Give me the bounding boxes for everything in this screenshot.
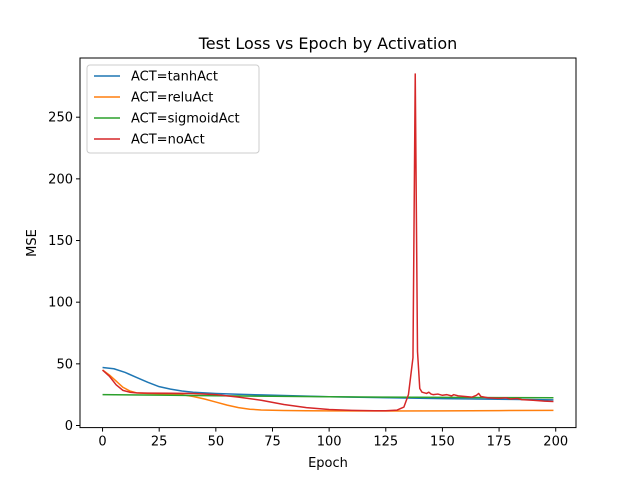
plot-frame (79, 57, 577, 429)
series-line-3 (102, 73, 554, 412)
legend-label-2: ACT=sigmoidAct (131, 112, 240, 127)
x-tick-label: 100 (317, 435, 342, 450)
series-line-0 (102, 366, 554, 401)
x-tick-label: 50 (208, 435, 225, 450)
y-axis-label: MSE (25, 229, 40, 257)
y-axis: 0 50 100 150 200 250 (48, 111, 80, 434)
x-tick-label: 200 (543, 435, 568, 450)
legend-box (86, 64, 260, 154)
x-axis-label: Epoch (308, 456, 348, 471)
legend-label-3: ACT=noAct (131, 133, 205, 148)
legend-label-1: ACT=reluAct (131, 91, 213, 106)
x-axis: 0 25 50 75 100 125 150 175 200 (98, 427, 568, 450)
y-tick-label: 0 (65, 419, 73, 434)
y-tick-label: 150 (48, 234, 73, 249)
y-tick-label: 200 (48, 172, 73, 187)
y-tick-label: 250 (48, 111, 73, 126)
x-tick-label: 75 (264, 435, 281, 450)
legend-label-0: ACT=tanhAct (131, 70, 218, 85)
x-tick-label: 25 (151, 435, 168, 450)
y-tick-label: 100 (48, 296, 73, 311)
x-tick-label: 175 (487, 435, 512, 450)
chart-title: Test Loss vs Epoch by Activation (198, 34, 458, 53)
x-tick-label: 150 (430, 435, 455, 450)
y-tick-label: 50 (56, 357, 73, 372)
series-layer (102, 73, 554, 412)
legend: ACT=tanhAct ACT=reluAct ACT=sigmoidAct ACT=… (86, 64, 260, 154)
x-tick-label: 125 (373, 435, 398, 450)
x-tick-label: 0 (98, 435, 106, 450)
series-line-2 (102, 393, 554, 399)
